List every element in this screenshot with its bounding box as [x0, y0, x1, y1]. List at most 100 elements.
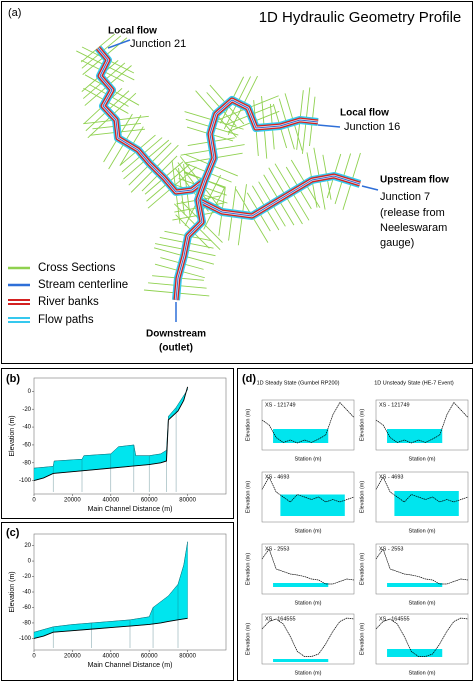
plot-area — [261, 613, 355, 665]
legend-entry: Stream centerline — [38, 279, 128, 291]
panel-d-frame — [237, 368, 473, 681]
panel-a-frame — [1, 1, 473, 364]
arrow — [361, 185, 379, 191]
x-tick-label: 60000 — [141, 654, 158, 660]
x-axis-label: Station (m) — [409, 456, 436, 462]
cross-section-label: XS - 2553 — [265, 546, 289, 552]
y-axis-label: Elevation (m) — [359, 623, 365, 656]
plot-area — [375, 471, 469, 523]
panel-c-frame — [1, 522, 234, 681]
ground-profile — [261, 617, 355, 657]
plot-area — [375, 543, 469, 595]
x-tick-label: 0 — [32, 498, 36, 504]
x-axis-label: Station (m) — [295, 600, 322, 606]
x-tick-label: 20000 — [64, 654, 81, 660]
x-tick-label: 80000 — [179, 498, 196, 504]
stream-centerline — [204, 99, 319, 181]
y-axis-label: Elevation (m) — [359, 553, 365, 586]
ground-profile — [375, 476, 469, 503]
y-axis-label: Elevation (m) — [245, 553, 251, 586]
x-axis-label: Station (m) — [409, 670, 436, 676]
water-fill — [387, 429, 443, 443]
water-fill — [387, 583, 443, 587]
y-axis-label: Elevation (m) — [245, 481, 251, 514]
annotation: Neeleswaram — [380, 222, 447, 234]
cross-section-label: XS - 4693 — [265, 474, 289, 480]
panel-b-frame — [1, 368, 234, 519]
water-fill — [280, 494, 345, 516]
panel-label: (d) — [242, 373, 256, 385]
plot-area — [33, 377, 227, 495]
x-axis-label: Station (m) — [409, 600, 436, 606]
legend-entry: Flow paths — [38, 314, 94, 326]
y-axis-label: Elevation (m) — [359, 481, 365, 514]
map — [76, 33, 362, 301]
bed-line — [33, 617, 188, 639]
legend-entry: Cross Sections — [38, 262, 116, 274]
annotation: Upstream flow — [380, 175, 449, 186]
ground-profile — [375, 617, 469, 657]
panel-label: (b) — [6, 373, 20, 385]
y-tick-label: -40 — [22, 425, 31, 431]
cross-section-label: XS - 164555 — [265, 616, 296, 622]
y-tick-label: -60 — [22, 605, 31, 611]
x-axis-label: Station (m) — [295, 456, 322, 462]
y-tick-label: -20 — [22, 574, 31, 580]
x-axis-label: Main Channel Distance (m) — [88, 662, 173, 669]
column-title: 1D Steady State (Gumbel RP200) — [257, 380, 340, 386]
x-tick-label: 40000 — [102, 654, 119, 660]
column-title: 1D Unsteady State (HE-7 Event) — [374, 380, 454, 386]
plot-area — [261, 543, 355, 595]
stream-centerline — [97, 47, 206, 193]
legend-entry: River banks — [38, 296, 99, 308]
x-tick-label: 0 — [32, 654, 36, 660]
panel-label: (a) — [8, 7, 21, 19]
y-axis-label: Elevation (m) — [9, 571, 16, 612]
annotation: Junction 21 — [130, 38, 186, 50]
panel-label: (c) — [6, 527, 20, 539]
annotation: (outlet) — [159, 343, 193, 354]
y-tick-label: 0 — [28, 389, 32, 395]
bed-line — [33, 386, 189, 482]
ground-profile — [261, 476, 355, 503]
water-fill — [273, 429, 329, 443]
x-axis-label: Station (m) — [295, 670, 322, 676]
x-tick-label: 60000 — [141, 498, 158, 504]
ground-profile — [261, 548, 355, 585]
y-tick-label: -80 — [22, 460, 31, 466]
x-tick-label: 80000 — [179, 654, 196, 660]
y-axis-label: Elevation (m) — [359, 409, 365, 442]
water-fill — [394, 491, 459, 516]
panel-title: 1D Hydraulic Geometry Profile — [259, 9, 462, 26]
x-axis-label: Station (m) — [295, 528, 322, 534]
annotation: (release from — [380, 207, 445, 219]
cross-section-label: XS - 121749 — [379, 402, 410, 408]
annotation: Downstream — [146, 329, 206, 340]
plot-area — [261, 471, 355, 523]
annotation: Local flow — [340, 108, 389, 119]
ground-profile — [375, 401, 469, 444]
cross-section-label: XS - 164555 — [379, 616, 410, 622]
legend: Cross Sections Stream centerline River b… — [8, 262, 128, 326]
water-fill — [273, 583, 329, 587]
x-axis-label: Main Channel Distance (m) — [88, 506, 173, 513]
x-axis-label: Station (m) — [409, 528, 436, 534]
y-tick-label: 0 — [28, 559, 32, 565]
water-line — [33, 541, 188, 633]
y-tick-label: -20 — [22, 407, 31, 413]
y-axis-label: Elevation (m) — [9, 415, 16, 456]
y-tick-label: -100 — [19, 636, 32, 642]
ground-profile — [261, 401, 355, 444]
cross-section-label: XS - 2553 — [379, 546, 403, 552]
y-axis-label: Elevation (m) — [245, 409, 251, 442]
plot-area — [375, 613, 469, 665]
stream-centerline — [175, 199, 203, 301]
water-fill — [273, 659, 329, 662]
y-tick-label: -100 — [19, 478, 32, 484]
annotation: Local flow — [108, 26, 157, 37]
plot-area — [261, 399, 355, 451]
annotation: Junction 16 — [344, 121, 400, 133]
cross-section-label: XS - 121749 — [265, 402, 296, 408]
stream-centerline — [197, 175, 361, 217]
